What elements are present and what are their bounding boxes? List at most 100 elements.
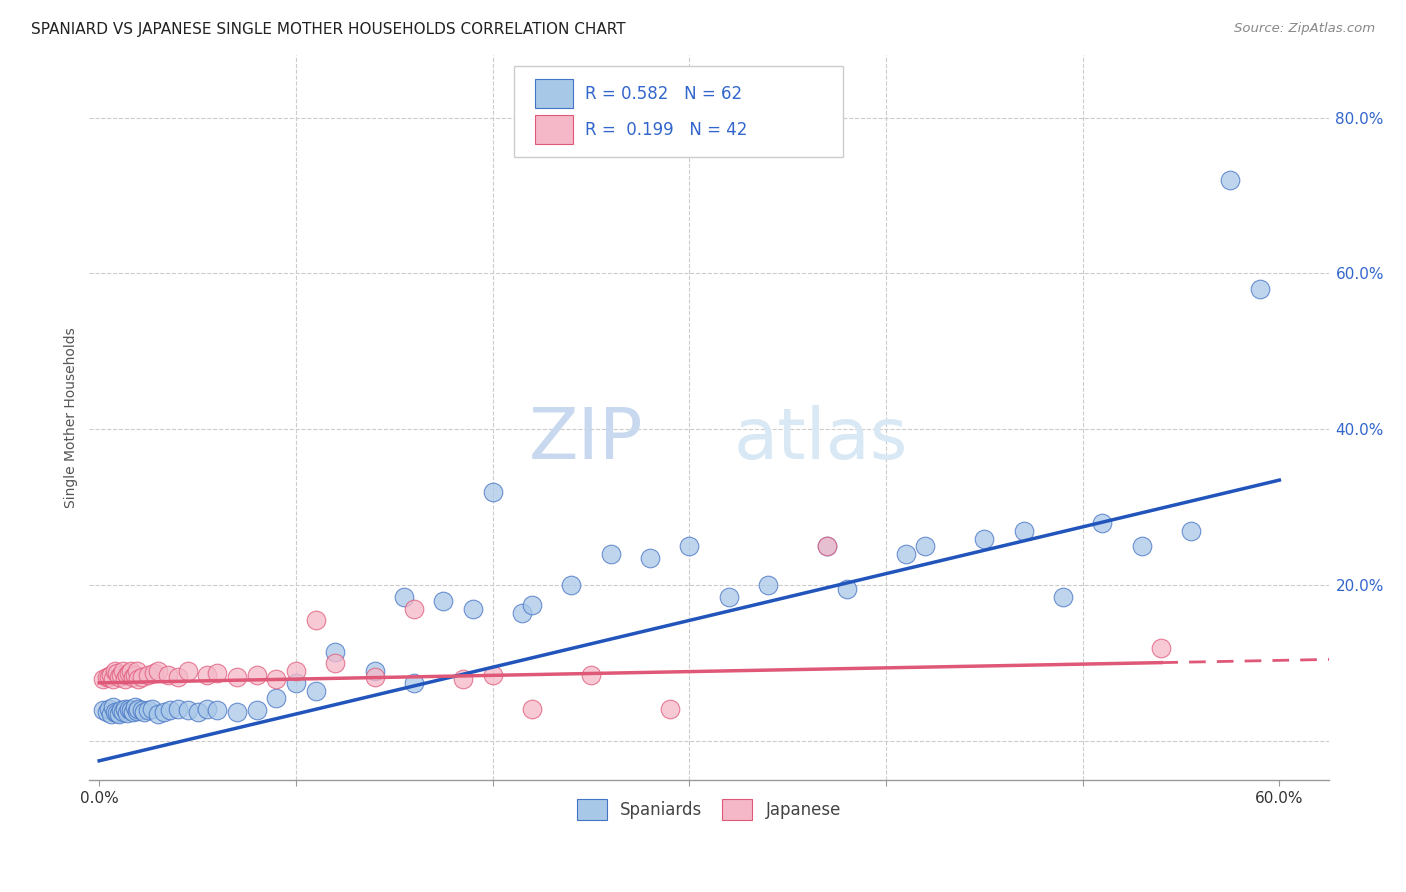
Point <box>432 594 454 608</box>
Point <box>101 672 124 686</box>
Point <box>101 700 124 714</box>
Point <box>205 703 228 717</box>
Point <box>560 578 582 592</box>
Point <box>835 582 858 597</box>
Point <box>98 701 121 715</box>
Point <box>131 670 153 684</box>
Point <box>111 664 134 678</box>
Point <box>1052 590 1074 604</box>
Point <box>143 665 166 680</box>
Point <box>134 705 156 719</box>
Point <box>120 703 142 717</box>
Point <box>638 551 661 566</box>
Point <box>131 703 153 717</box>
Point <box>914 540 936 554</box>
Point <box>124 668 146 682</box>
Point <box>115 668 138 682</box>
Point <box>678 540 700 554</box>
Point <box>1130 540 1153 554</box>
Y-axis label: Single Mother Households: Single Mother Households <box>65 327 79 508</box>
Point <box>141 701 163 715</box>
Point <box>658 701 681 715</box>
Point <box>91 672 114 686</box>
Point <box>323 645 346 659</box>
Point <box>245 703 267 717</box>
Point <box>973 532 995 546</box>
Point <box>1249 282 1271 296</box>
Point <box>323 657 346 671</box>
Point <box>96 670 118 684</box>
Point <box>156 668 179 682</box>
Point <box>195 668 218 682</box>
Point <box>136 703 159 717</box>
Point <box>104 706 127 720</box>
Text: atlas: atlas <box>734 405 908 474</box>
Point <box>520 598 543 612</box>
Point <box>108 706 131 721</box>
Point <box>104 664 127 678</box>
Point <box>1150 640 1173 655</box>
Point <box>264 691 287 706</box>
Point <box>153 705 176 719</box>
Point <box>815 540 838 554</box>
Point <box>402 676 425 690</box>
Point <box>402 601 425 615</box>
Legend: Spaniards, Japanese: Spaniards, Japanese <box>569 793 848 826</box>
FancyBboxPatch shape <box>515 66 842 157</box>
Point <box>451 672 474 686</box>
Point <box>91 703 114 717</box>
Point <box>195 701 218 715</box>
Text: R =  0.199   N = 42: R = 0.199 N = 42 <box>585 120 748 139</box>
Point <box>579 668 602 682</box>
Point <box>125 664 148 678</box>
Point <box>1091 516 1114 530</box>
Point <box>105 706 128 721</box>
Point <box>128 701 150 715</box>
Point <box>894 547 917 561</box>
Point <box>363 670 385 684</box>
Bar <box>536 115 572 145</box>
Point <box>461 601 484 615</box>
Point <box>304 614 326 628</box>
Point <box>96 705 118 719</box>
Point <box>146 664 169 678</box>
Point <box>815 540 838 554</box>
Point <box>114 701 136 715</box>
Point <box>481 484 503 499</box>
Point <box>245 668 267 682</box>
Point <box>118 665 141 680</box>
Point <box>128 672 150 686</box>
Point <box>110 703 132 717</box>
Point <box>510 606 533 620</box>
Point <box>100 706 122 721</box>
Point <box>108 670 131 684</box>
Point <box>284 664 307 678</box>
Point <box>115 706 138 721</box>
Point <box>121 670 143 684</box>
Text: Source: ZipAtlas.com: Source: ZipAtlas.com <box>1234 22 1375 36</box>
Point <box>756 578 779 592</box>
Point <box>111 705 134 719</box>
Point <box>481 668 503 682</box>
Point <box>114 672 136 686</box>
Point <box>520 701 543 715</box>
Point <box>717 590 740 604</box>
Point <box>98 670 121 684</box>
Point <box>363 664 385 678</box>
Point <box>264 672 287 686</box>
Point <box>1180 524 1202 538</box>
Text: ZIP: ZIP <box>529 405 644 474</box>
Point <box>392 590 415 604</box>
Point <box>125 704 148 718</box>
Point <box>225 670 247 684</box>
Bar <box>536 79 572 108</box>
Point <box>284 676 307 690</box>
Point <box>176 664 198 678</box>
Point <box>120 664 142 678</box>
Point <box>166 701 188 715</box>
Point <box>205 665 228 680</box>
Point <box>1219 173 1241 187</box>
Point <box>159 703 181 717</box>
Text: SPANIARD VS JAPANESE SINGLE MOTHER HOUSEHOLDS CORRELATION CHART: SPANIARD VS JAPANESE SINGLE MOTHER HOUSE… <box>31 22 626 37</box>
Point <box>166 670 188 684</box>
